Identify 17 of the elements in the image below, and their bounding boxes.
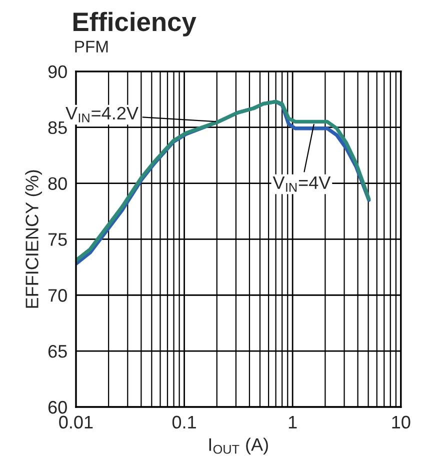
text: V$_{IN}$=4.2V — [66, 106, 138, 122]
x-tick-label: 0.1 — [172, 416, 196, 429]
y-tick-label: 90 — [48, 65, 67, 78]
chart-title: Efficiency — [74, 12, 196, 36]
y-tick-label: 75 — [48, 233, 67, 246]
x-tick-label: 1 — [288, 416, 297, 428]
y-tick-label: 80 — [48, 177, 67, 190]
x-tick-label: 10 — [392, 416, 410, 429]
y-axis-title: EFFICIENCY (%) — [25, 170, 42, 308]
x-axis-title: I$_{OUT}$ (A) — [209, 438, 268, 455]
y-tick-label: 70 — [48, 289, 67, 302]
series-label: V$_{IN}$=4V — [272, 176, 331, 192]
chart-subtitle: PFM — [75, 40, 108, 52]
y-tick-label: 85 — [48, 121, 67, 134]
y-tick-label: 65 — [48, 344, 67, 358]
x-tick-label: 0.01 — [59, 416, 93, 429]
y-tick-label: 60 — [48, 400, 67, 414]
